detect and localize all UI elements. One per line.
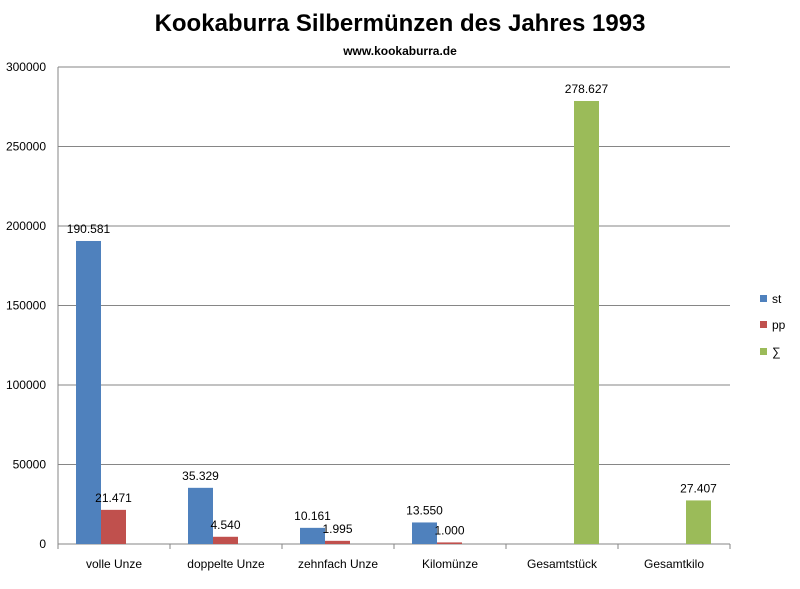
data-label: 35.329 [182, 469, 219, 483]
legend-swatch [760, 295, 767, 302]
legend-label: st [772, 292, 782, 306]
bar [76, 240, 101, 545]
bar [437, 542, 462, 544]
legend-swatch [760, 348, 767, 355]
data-label: 27.407 [680, 481, 717, 495]
bar [101, 509, 126, 544]
bar [213, 536, 238, 544]
x-tick-label: Gesamtkilo [644, 557, 704, 571]
x-tick-label: volle Unze [86, 557, 142, 571]
bar [686, 500, 711, 544]
data-label: 4.540 [210, 518, 240, 532]
y-tick-label: 300000 [6, 60, 46, 74]
y-tick-label: 150000 [6, 299, 46, 313]
chart-title: Kookaburra Silbermünzen des Jahres 1993 [154, 10, 646, 37]
data-label: 21.471 [95, 491, 132, 505]
bar [188, 487, 213, 544]
y-tick-label: 100000 [6, 378, 46, 392]
y-tick-label: 0 [39, 537, 46, 551]
bar [412, 522, 437, 544]
x-tick-label: Gesamtstück [527, 557, 598, 571]
x-tick-label: zehnfach Unze [298, 557, 378, 571]
x-tick-label: Kilomünze [422, 557, 478, 571]
data-label: 278.627 [565, 82, 609, 96]
y-tick-label: 200000 [6, 219, 46, 233]
y-tick-label: 250000 [6, 140, 46, 154]
data-label: 1.995 [322, 522, 352, 536]
data-label: 1.000 [434, 523, 464, 537]
data-label: 10.161 [294, 509, 331, 523]
bar [325, 540, 350, 544]
bar [574, 100, 599, 545]
x-tick-label: doppelte Unze [187, 557, 265, 571]
chart-subtitle: www.kookaburra.de [343, 44, 457, 58]
bar [300, 527, 325, 544]
y-tick-label: 50000 [13, 458, 47, 472]
legend-label: pp [772, 318, 786, 332]
data-label: 190.581 [67, 222, 111, 236]
data-label: 13.550 [406, 503, 443, 517]
legend-swatch [760, 321, 767, 328]
legend-label: ∑ [772, 345, 781, 359]
